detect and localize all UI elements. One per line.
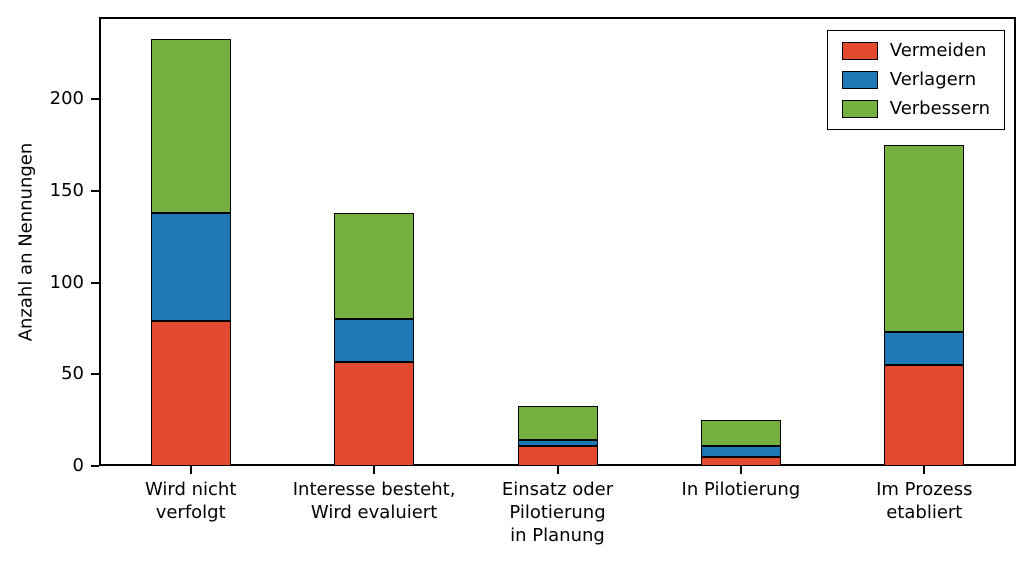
legend-swatch-icon xyxy=(841,42,878,60)
x-tick-mark xyxy=(923,466,926,474)
bar-segment-verlagern xyxy=(700,445,781,457)
y-tick-mark xyxy=(91,281,99,284)
legend: Vermeiden Verlagern Verbessern xyxy=(826,30,1005,130)
bar-segment-vermeiden xyxy=(700,456,781,466)
y-tick-label: 50 xyxy=(61,363,84,385)
legend-swatch-icon xyxy=(841,100,878,118)
x-tick-label: Im Prozess etabliert xyxy=(876,479,973,523)
legend-label: Vermeiden xyxy=(889,40,987,61)
y-tick-label: 0 xyxy=(72,455,84,476)
bar-segment-verlagern xyxy=(884,332,965,366)
bar-segment-vermeiden xyxy=(334,361,415,466)
y-tick-mark xyxy=(91,373,99,376)
bar-segment-verlagern xyxy=(150,213,231,322)
y-tick-label: 100 xyxy=(49,271,84,293)
legend-item-verbessern: Verbessern xyxy=(841,98,990,119)
legend-label: Verlagern xyxy=(889,69,977,90)
x-tick-mark xyxy=(189,466,192,474)
x-tick-label: Wird nicht verfolgt xyxy=(144,479,237,523)
x-tick-label: In Pilotierung xyxy=(681,479,801,500)
bar-segment-verbessern xyxy=(517,405,598,441)
legend-item-vermeiden: Vermeiden xyxy=(841,40,990,61)
bar-segment-vermeiden xyxy=(517,445,598,466)
x-tick-mark xyxy=(556,466,559,474)
y-axis-label: Anzahl an Nennungen xyxy=(15,142,37,341)
bar-segment-vermeiden xyxy=(884,365,965,466)
bar-segment-verbessern xyxy=(700,420,781,446)
y-tick-label: 200 xyxy=(49,88,84,110)
legend-item-verlagern: Verlagern xyxy=(841,69,990,90)
bar-segment-verlagern xyxy=(334,319,415,362)
legend-swatch-icon xyxy=(841,71,878,89)
x-tick-label: Interesse besteht, Wird evaluiert xyxy=(292,479,456,523)
legend-label: Verbessern xyxy=(889,98,990,119)
x-tick-mark xyxy=(739,466,742,474)
bar-segment-verbessern xyxy=(334,213,415,320)
y-tick-label: 150 xyxy=(49,180,84,202)
x-tick-label: Einsatz oder Pilotierung in Planung xyxy=(501,479,614,546)
y-tick-mark xyxy=(91,98,99,101)
bar-segment-verbessern xyxy=(884,145,965,333)
bar-segment-verlagern xyxy=(517,440,598,446)
bar-segment-vermeiden xyxy=(150,321,231,466)
x-tick-mark xyxy=(373,466,376,474)
y-tick-mark xyxy=(91,190,99,193)
y-tick-mark xyxy=(91,465,99,467)
bar-segment-verbessern xyxy=(150,38,231,214)
